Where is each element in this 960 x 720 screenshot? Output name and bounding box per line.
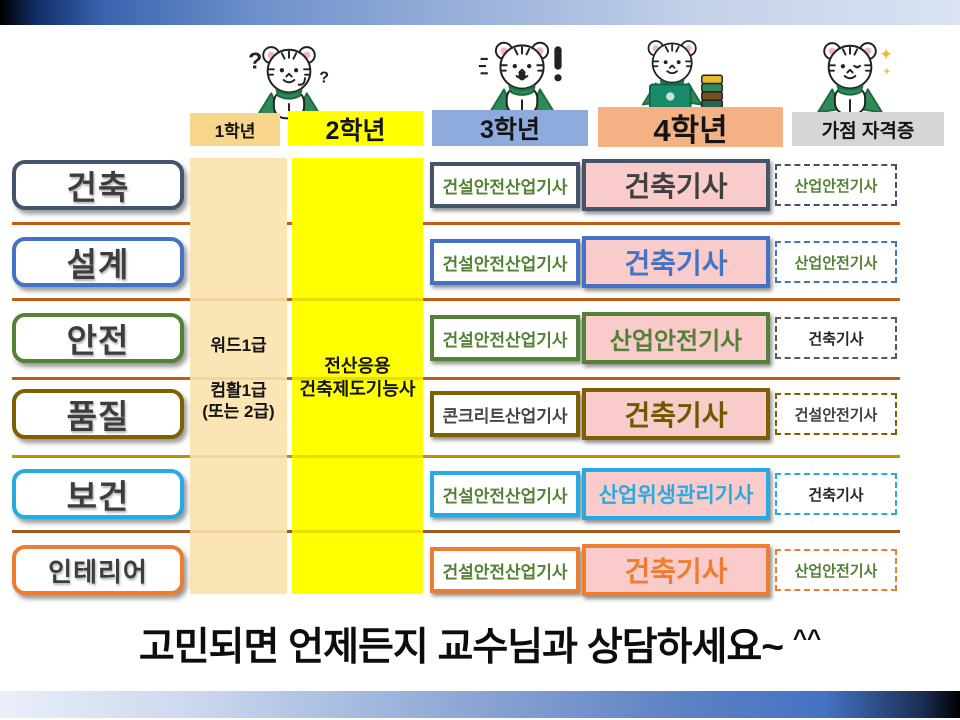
- category-label-box: 인테리어: [12, 545, 184, 595]
- cert-4th-year-box: 건축기사: [582, 159, 770, 211]
- cert-bonus-label: 건축기사: [808, 486, 864, 504]
- band-divider-segment: [190, 377, 287, 380]
- cert-4th-year-box: 건축기사: [582, 388, 770, 440]
- cert-bonus-label: 건설안전기사: [794, 406, 878, 424]
- category-label-box: 건축: [12, 160, 184, 210]
- cert-3rd-year-box: 건설안전산업기사: [430, 547, 580, 593]
- cert-bonus-box: 건설안전기사: [775, 393, 897, 435]
- cert-bonus-label: 산업안전기사: [794, 177, 878, 195]
- cert-4th-year-label: 산업안전기사: [609, 327, 743, 355]
- band-divider-segment: [292, 455, 423, 458]
- category-label: 보건: [66, 478, 130, 515]
- roadmap-row: 품질 콘크리트산업기사 건축기사 건설안전기사: [0, 388, 960, 440]
- svg-text:✦: ✦: [880, 47, 892, 63]
- cert-bonus-label: 산업안전기사: [794, 562, 878, 580]
- band-divider-segment: [190, 455, 287, 458]
- cert-4th-year-box: 건축기사: [582, 236, 770, 288]
- header-bonus-certs: 가점 자격증: [792, 112, 944, 146]
- band-divider-segment: [190, 222, 287, 225]
- category-label-box: 품질: [12, 389, 184, 439]
- roadmap-row: 안전 건설안전산업기사 산업안전기사 건축기사: [0, 312, 960, 364]
- header-grade-2: 2학년: [288, 111, 423, 146]
- cert-word-level1: 워드1급: [210, 336, 267, 355]
- first-year-band: 워드1급 컴활1급 (또는 2급): [190, 158, 287, 594]
- band-divider-segment: [190, 298, 287, 301]
- category-label: 인테리어: [48, 556, 148, 587]
- cert-3rd-year-box: 건설안전산업기사: [430, 162, 580, 208]
- cert-3rd-year-box: 건설안전산업기사: [430, 315, 580, 361]
- header-grade-4: 4학년: [598, 107, 783, 148]
- header-grade-1: 1학년: [190, 113, 280, 146]
- cert-bonus-box: 산업안전기사: [775, 241, 897, 283]
- svg-text:?: ?: [319, 70, 329, 87]
- category-label: 설계: [66, 246, 130, 283]
- thumbs-up-tiger-icon: ✦ +: [817, 42, 892, 116]
- cert-4th-year-label: 건축기사: [624, 400, 728, 431]
- cert-3rd-year-label: 콘크리트산업기사: [442, 406, 568, 426]
- band-divider-segment: [292, 298, 423, 301]
- roadmap-row: 설계 건설안전산업기사 건축기사 산업안전기사: [0, 236, 960, 288]
- cert-4th-year-box: 건축기사: [582, 544, 770, 596]
- svg-text:+: +: [884, 66, 890, 78]
- category-label-box: 설계: [12, 237, 184, 287]
- cert-4th-year-label: 산업위생관리기사: [598, 484, 754, 507]
- cert-3rd-year-label: 건설안전산업기사: [442, 562, 568, 582]
- cert-computer-line1: 컴활1급: [210, 381, 267, 400]
- band-divider-segment: [292, 222, 423, 225]
- cert-cad-craftsman: 전산응용 건축제도기능사: [292, 355, 423, 400]
- footer-message: 고민되면 언제든지 교수님과 상담하세요~ ^^: [0, 616, 960, 672]
- footer-emoticon: ^^: [792, 625, 822, 652]
- bottom-gradient-bar: [0, 691, 960, 718]
- cert-bonus-box: 건축기사: [775, 317, 897, 359]
- cert-3rd-year-box: 건설안전산업기사: [430, 471, 580, 517]
- cert-bonus-label: 건축기사: [808, 330, 864, 348]
- cert-bonus-label: 산업안전기사: [794, 254, 878, 272]
- thinking-tiger-icon: ? ?: [248, 46, 329, 120]
- cert-3rd-year-box: 콘크리트산업기사: [430, 391, 580, 437]
- top-gradient-bar: [0, 0, 960, 25]
- category-label: 건축: [66, 169, 130, 206]
- cert-computer-level1: 컴활1급 (또는 2급): [190, 380, 287, 423]
- footer-message-text: 고민되면 언제든지 교수님과 상담하세요~: [138, 626, 784, 669]
- cert-3rd-year-label: 건설안전산업기사: [442, 254, 568, 274]
- row-divider: [12, 298, 900, 301]
- roadmap-row: 보건 건설안전산업기사 산업위생관리기사 건축기사: [0, 468, 960, 520]
- cert-cad-line1: 전산응용: [324, 356, 391, 376]
- row-divider: [12, 455, 900, 458]
- cert-bonus-box: 산업안전기사: [775, 164, 897, 206]
- cert-3rd-year-label: 건설안전산업기사: [442, 177, 568, 197]
- cert-3rd-year-label: 건설안전산업기사: [442, 330, 568, 350]
- band-divider-segment: [292, 377, 423, 380]
- second-year-band: 전산응용 건축제도기능사: [292, 158, 423, 594]
- svg-text:?: ?: [248, 47, 262, 73]
- cert-4th-year-box: 산업안전기사: [582, 312, 770, 364]
- cert-3rd-year-box: 건설안전산업기사: [430, 239, 580, 285]
- cert-3rd-year-label: 건설안전산업기사: [442, 486, 568, 506]
- roadmap-row: 인테리어 건설안전산업기사 건축기사 산업안전기사: [0, 544, 960, 596]
- category-label-box: 안전: [12, 313, 184, 363]
- band-divider-segment: [190, 530, 287, 533]
- row-divider: [12, 377, 900, 380]
- cert-4th-year-label: 건축기사: [624, 248, 728, 279]
- row-divider: [12, 530, 900, 533]
- category-label: 안전: [66, 322, 130, 359]
- cert-cad-line2: 건축제도기능사: [299, 378, 416, 399]
- surprised-tiger-icon: [478, 41, 562, 116]
- band-divider-segment: [292, 530, 423, 533]
- row-divider: [12, 222, 900, 225]
- header-grade-3: 3학년: [432, 110, 588, 146]
- cert-bonus-box: 산업안전기사: [775, 549, 897, 591]
- cert-computer-line2: (또는 2급): [202, 402, 275, 422]
- cert-4th-year-label: 건축기사: [624, 556, 728, 587]
- cert-4th-year-label: 건축기사: [624, 171, 728, 202]
- category-label: 품질: [66, 398, 130, 435]
- category-label-box: 보건: [12, 469, 184, 519]
- cert-bonus-box: 건축기사: [775, 473, 897, 515]
- roadmap-row: 건축 건설안전산업기사 건축기사 산업안전기사: [0, 159, 960, 211]
- cert-4th-year-box: 산업위생관리기사: [582, 468, 770, 520]
